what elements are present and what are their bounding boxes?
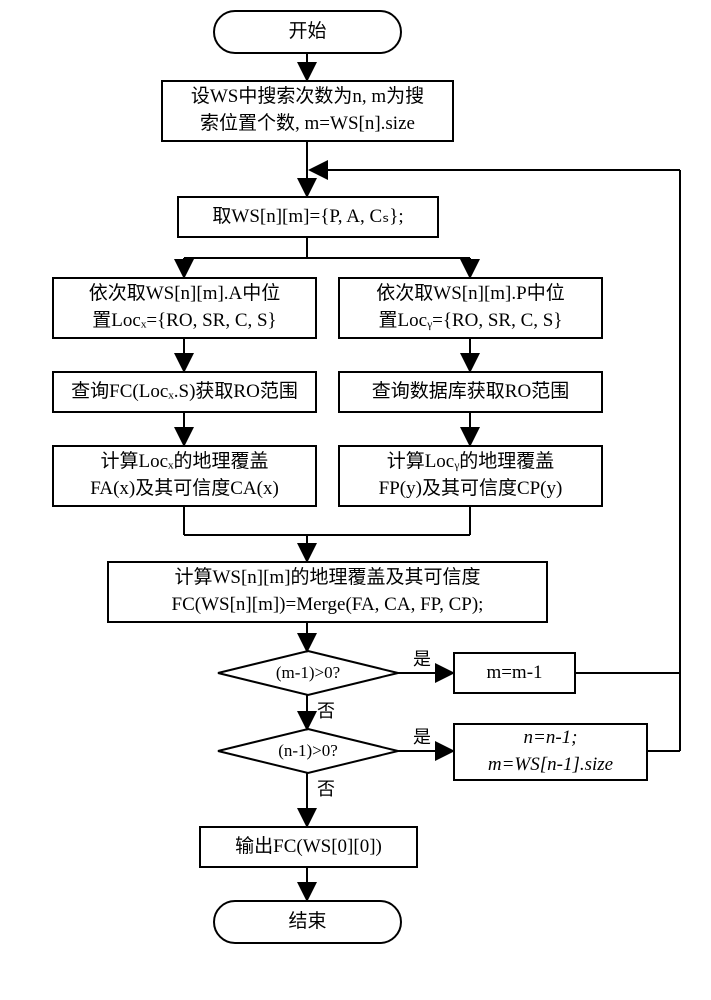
right-q-node: 查询数据库获取RO范围: [338, 371, 603, 413]
dec2-yes: 是: [413, 723, 431, 749]
left-a-node: 依次取WS[n][m].A中位 置Locₓ={RO, SR, C, S}: [52, 277, 317, 339]
right-p-label: 依次取WS[n][m].P中位 置Locᵧ={RO, SR, C, S}: [376, 281, 564, 334]
out-label: 输出FC(WS[0][0]): [235, 834, 382, 861]
left-q-node: 查询FC(Locₓ.S)获取RO范围: [52, 371, 317, 413]
dec1-no: 否: [317, 697, 335, 723]
right-calc-label: 计算Locᵧ的地理覆盖 FP(y)及其可信度CP(y): [379, 449, 563, 502]
start-node: 开始: [213, 10, 402, 54]
merge-label: 计算WS[n][m]的地理覆盖及其可信度 FC(WS[n][m])=Merge(…: [172, 565, 484, 618]
merge-node: 计算WS[n][m]的地理覆盖及其可信度 FC(WS[n][m])=Merge(…: [107, 561, 548, 623]
start-label: 开始: [288, 19, 326, 46]
dec2-no: 否: [317, 775, 335, 801]
mm1-label: m=m-1: [486, 660, 542, 687]
init-label: 设WS中搜索次数为n, m为搜 索位置个数, m=WS[n].size: [191, 84, 424, 137]
right-calc-node: 计算Locᵧ的地理覆盖 FP(y)及其可信度CP(y): [338, 445, 603, 507]
left-calc-node: 计算Locₓ的地理覆盖 FA(x)及其可信度CA(x): [52, 445, 317, 507]
left-a-label: 依次取WS[n][m].A中位 置Locₓ={RO, SR, C, S}: [89, 281, 281, 334]
dec1-node: (m-1)>0?: [216, 649, 400, 697]
end-label: 结束: [288, 909, 326, 936]
left-calc-label: 计算Locₓ的地理覆盖 FA(x)及其可信度CA(x): [90, 449, 279, 502]
dec2-node: (n-1)>0?: [216, 727, 400, 775]
nn1-label: n=n-1; m=WS[n-1].size: [488, 725, 613, 778]
left-q-label: 查询FC(Locₓ.S)获取RO范围: [71, 379, 298, 406]
right-q-label: 查询数据库获取RO范围: [372, 379, 569, 406]
getws-node: 取WS[n][m]={P, A, Cₛ};: [177, 196, 439, 238]
dec1-yes: 是: [413, 645, 431, 671]
init-node: 设WS中搜索次数为n, m为搜 索位置个数, m=WS[n].size: [161, 80, 454, 142]
dec2-label: (n-1)>0?: [278, 741, 338, 761]
out-node: 输出FC(WS[0][0]): [199, 826, 418, 868]
mm1-node: m=m-1: [453, 652, 576, 694]
end-node: 结束: [213, 900, 402, 944]
dec1-label: (m-1)>0?: [276, 663, 340, 683]
right-p-node: 依次取WS[n][m].P中位 置Locᵧ={RO, SR, C, S}: [338, 277, 603, 339]
getws-label: 取WS[n][m]={P, A, Cₛ};: [212, 204, 403, 231]
nn1-node: n=n-1; m=WS[n-1].size: [453, 723, 648, 781]
